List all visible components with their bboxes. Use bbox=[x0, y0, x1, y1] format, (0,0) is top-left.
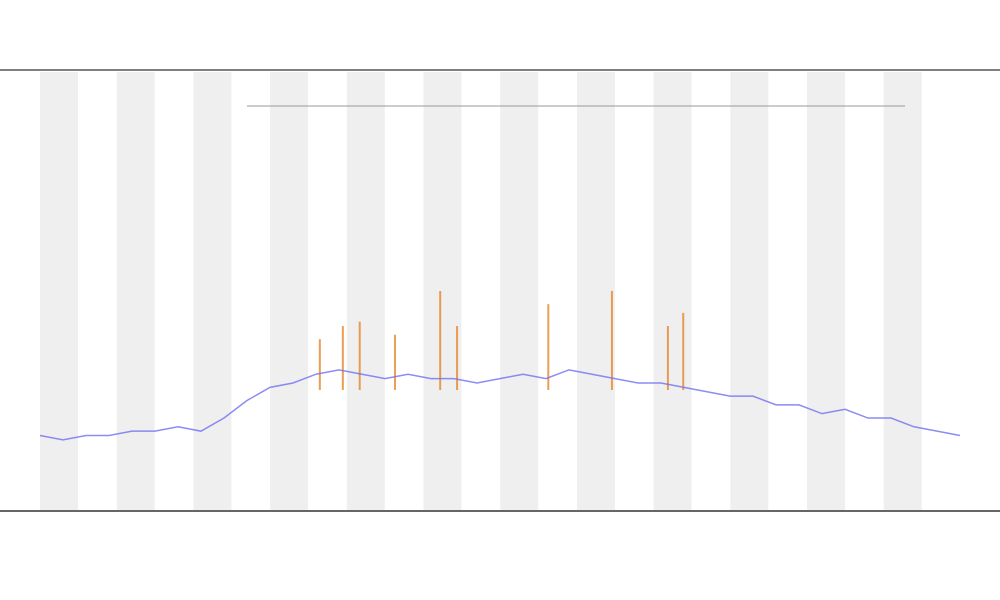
band bbox=[883, 72, 922, 510]
band bbox=[270, 72, 309, 510]
band bbox=[807, 72, 845, 510]
band bbox=[40, 72, 78, 510]
band bbox=[730, 72, 769, 510]
band bbox=[500, 72, 539, 510]
band bbox=[116, 72, 155, 510]
line bbox=[39, 369, 961, 441]
band bbox=[653, 72, 692, 510]
band bbox=[576, 72, 615, 510]
band bbox=[346, 72, 385, 510]
band bbox=[193, 72, 232, 510]
band bbox=[423, 72, 462, 510]
